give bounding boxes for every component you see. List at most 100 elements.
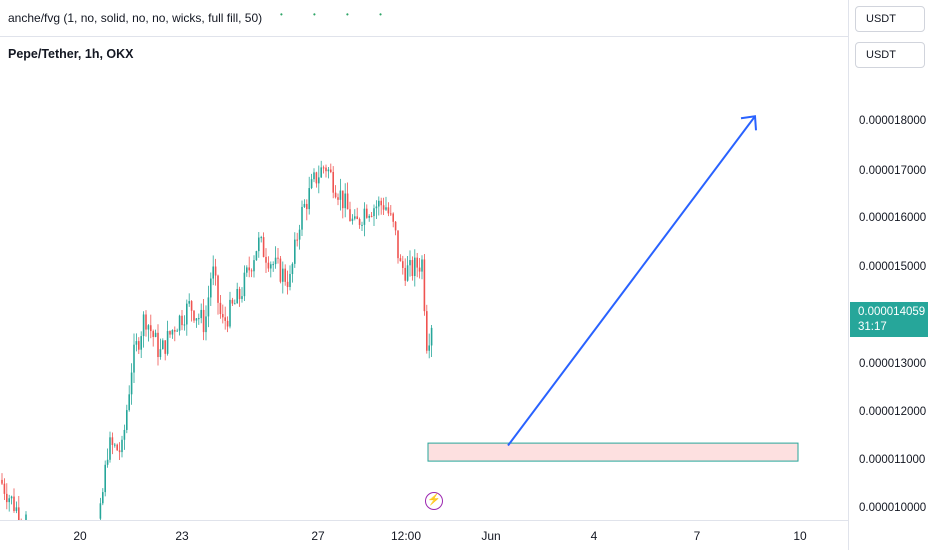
candle-body: [409, 260, 411, 266]
candle-body: [188, 301, 190, 304]
candle-body: [399, 258, 402, 262]
candle-body: [387, 207, 390, 214]
time-label: 10: [793, 529, 807, 543]
arrow-line: [507, 115, 756, 447]
candle-body: [248, 267, 250, 271]
candle-body: [392, 213, 394, 222]
candle-body: [272, 264, 274, 266]
candle-body: [330, 169, 332, 172]
candle-body: [140, 336, 142, 350]
candle-body: [193, 310, 195, 321]
candle-body: [250, 270, 253, 272]
candle-body: [1, 479, 3, 484]
candle-body: [102, 492, 104, 504]
candle-body: [166, 331, 169, 354]
price-chart[interactable]: [0, 0, 848, 520]
candle-body: [286, 281, 289, 287]
candle-body: [344, 193, 346, 209]
candle-body: [111, 437, 114, 445]
chart-pane[interactable]: [0, 0, 848, 520]
indicator-dots: • • • •: [280, 10, 396, 19]
candle-body: [123, 429, 126, 440]
candle-body: [291, 263, 294, 275]
candle-body: [130, 372, 133, 395]
lightning-icon[interactable]: ⚡: [425, 492, 443, 510]
price-label: 0.000013000: [859, 358, 927, 370]
candle-body: [284, 268, 286, 282]
candle-body: [378, 200, 380, 207]
candle-body: [183, 324, 186, 326]
candle-body: [368, 215, 370, 218]
candle-body: [205, 316, 207, 333]
candle-body: [181, 315, 183, 326]
candle-body: [370, 215, 373, 217]
candle-body: [298, 229, 301, 240]
indicator-bar: anche/fvg (1, no, solid, no, no, wicks, …: [0, 0, 848, 37]
candle-body: [265, 256, 267, 263]
candle-body: [150, 325, 152, 332]
candle-body: [337, 197, 339, 200]
candle-body: [313, 172, 315, 180]
candle-body: [270, 264, 272, 269]
candle-body: [109, 437, 111, 460]
candle-body: [214, 266, 217, 276]
candle-body: [342, 190, 344, 209]
candle-body: [322, 167, 325, 169]
candle-body: [361, 224, 363, 226]
candle-body: [10, 496, 13, 499]
candle-body: [8, 498, 10, 503]
price-label: 0.000017000: [859, 165, 927, 177]
indicator-label[interactable]: anche/fvg (1, no, solid, no, no, wicks, …: [8, 11, 263, 25]
candle-body: [318, 177, 320, 184]
price-axis[interactable]: USDT USDT 0.000018000 0.000017000 0.0000…: [848, 0, 932, 550]
candle-body: [426, 311, 428, 351]
candle-body: [99, 503, 102, 519]
candle-body: [349, 209, 351, 221]
candle-body: [236, 288, 238, 304]
price-label: 0.000015000: [859, 261, 927, 273]
time-label: 23: [175, 529, 189, 543]
candle-body: [382, 205, 385, 210]
currency-button[interactable]: USDT: [855, 42, 925, 68]
arrow-head: [740, 115, 757, 131]
price-label: 0.000016000: [859, 212, 927, 224]
candle-body: [310, 179, 313, 189]
candle-body: [366, 208, 368, 218]
candle-body: [332, 171, 334, 193]
candle-body: [3, 483, 6, 494]
last-price-badge: 0.000014059 31:17: [850, 302, 928, 337]
candle-body: [104, 464, 106, 493]
candle-body: [397, 230, 399, 259]
candle-body: [234, 303, 236, 305]
candle-body: [114, 444, 116, 446]
time-label: 4: [590, 529, 598, 543]
candle-body: [351, 218, 354, 221]
candle-body: [385, 207, 387, 210]
candle-body: [186, 303, 188, 325]
candle-body: [116, 444, 118, 451]
currency-button-top[interactable]: USDT: [855, 6, 925, 32]
candle-body: [6, 493, 8, 503]
candle-body: [274, 257, 277, 265]
candle-body: [303, 203, 306, 207]
fvg-zone: [427, 442, 799, 462]
candle-body: [373, 208, 375, 217]
candle-body: [255, 251, 258, 261]
candle-body: [423, 259, 426, 312]
time-axis[interactable]: 20 23 27 12:00 Jun 4 7 10: [0, 520, 848, 551]
candle-body: [154, 332, 157, 337]
candle-body: [320, 167, 322, 178]
candle-body: [346, 193, 349, 210]
time-label: Jun: [481, 529, 501, 543]
candle-body: [327, 169, 330, 172]
candle-body: [375, 206, 378, 209]
candle-body: [126, 410, 128, 430]
candle-body: [430, 327, 433, 346]
symbol-title: Pepe/Tether, 1h, OKX: [8, 47, 134, 61]
countdown-timer: 31:17: [858, 321, 887, 333]
time-label: 20: [73, 529, 87, 543]
last-price-value: 0.000014059: [858, 306, 926, 318]
candle-body: [222, 314, 224, 318]
candle-body: [128, 394, 130, 411]
candle-body: [354, 216, 356, 219]
